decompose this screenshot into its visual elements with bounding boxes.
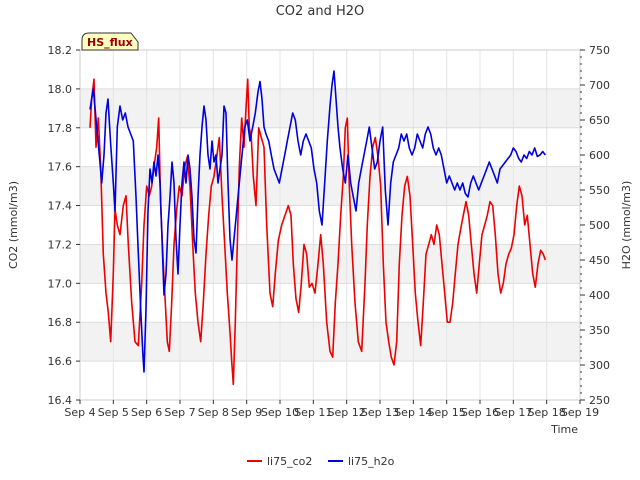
right-tick-label: 600 — [589, 149, 610, 162]
left-tick-label: 17.2 — [48, 238, 73, 251]
left-tick-label: 16.6 — [48, 355, 73, 368]
x-tick-label: Sep 13 — [361, 406, 399, 419]
left-tick-label: 16.8 — [48, 316, 73, 329]
legend-label-h2o: li75_h2o — [348, 455, 395, 468]
x-tick-label: Sep 14 — [394, 406, 432, 419]
left-axis-title: CO2 (mmol/m3) — [7, 181, 20, 269]
x-tick-label: Sep 15 — [428, 406, 466, 419]
x-tick-label: Sep 7 — [164, 406, 195, 419]
right-tick-label: 550 — [589, 184, 610, 197]
x-tick-label: Sep 19 — [561, 406, 599, 419]
legend: li75_co2 li75_h2o — [247, 455, 395, 468]
x-tick-label: Sep 8 — [198, 406, 229, 419]
legend-label-co2: li75_co2 — [267, 455, 312, 468]
background-band — [80, 244, 580, 284]
left-tick-label: 17.4 — [48, 200, 73, 213]
left-tick-label: 17.6 — [48, 161, 73, 174]
x-tick-label: Sep 5 — [98, 406, 129, 419]
right-axis-ticks: 250 300 350 400 450 500 550 600 650 700 750 — [580, 44, 610, 407]
right-tick-label: 500 — [589, 219, 610, 232]
x-tick-label: Sep 11 — [294, 406, 332, 419]
chart-title: CO2 and H2O — [276, 4, 365, 19]
background-band — [80, 322, 580, 362]
grid-lines — [79, 49, 581, 401]
left-tick-label: 17.0 — [48, 277, 73, 290]
x-axis-title: Time — [550, 423, 578, 436]
x-tick-label: Sep 18 — [528, 406, 566, 419]
x-tick-label: Sep 17 — [494, 406, 532, 419]
right-tick-label: 350 — [589, 324, 610, 337]
left-tick-label: 18.0 — [48, 83, 73, 96]
x-tick-label: Sep 10 — [261, 406, 299, 419]
series-line-li75-h2o — [89, 70, 546, 373]
right-tick-label: 400 — [589, 289, 610, 302]
x-tick-label: Sep 12 — [328, 406, 366, 419]
right-tick-label: 300 — [589, 359, 610, 372]
x-tick-label: Sep 4 — [64, 406, 95, 419]
left-axis-ticks: 16.4 16.6 16.8 17.0 17.2 17.4 17.6 17.8 18.0 18.2 — [48, 44, 80, 407]
left-tick-label: 16.4 — [48, 394, 73, 407]
right-tick-label: 750 — [589, 44, 610, 57]
badge-shape — [81, 32, 139, 51]
left-tick-label: 17.8 — [48, 122, 73, 135]
x-tick-label: Sep 16 — [461, 406, 499, 419]
right-axis-title: H2O (mmol/m3) — [620, 181, 633, 270]
right-tick-label: 250 — [589, 394, 610, 407]
right-tick-label: 650 — [589, 114, 610, 127]
right-tick-label: 450 — [589, 254, 610, 267]
series-layer — [89, 70, 547, 386]
badge-label: HS_flux — [87, 36, 133, 49]
right-tick-label: 700 — [589, 79, 610, 92]
hs-flux-badge: HS_flux — [81, 32, 139, 51]
x-tick-label: Sep 9 — [231, 406, 262, 419]
x-tick-label: Sep 6 — [131, 406, 162, 419]
background-band — [80, 166, 580, 206]
left-tick-label: 18.2 — [48, 44, 73, 57]
background-bands — [80, 88, 580, 362]
